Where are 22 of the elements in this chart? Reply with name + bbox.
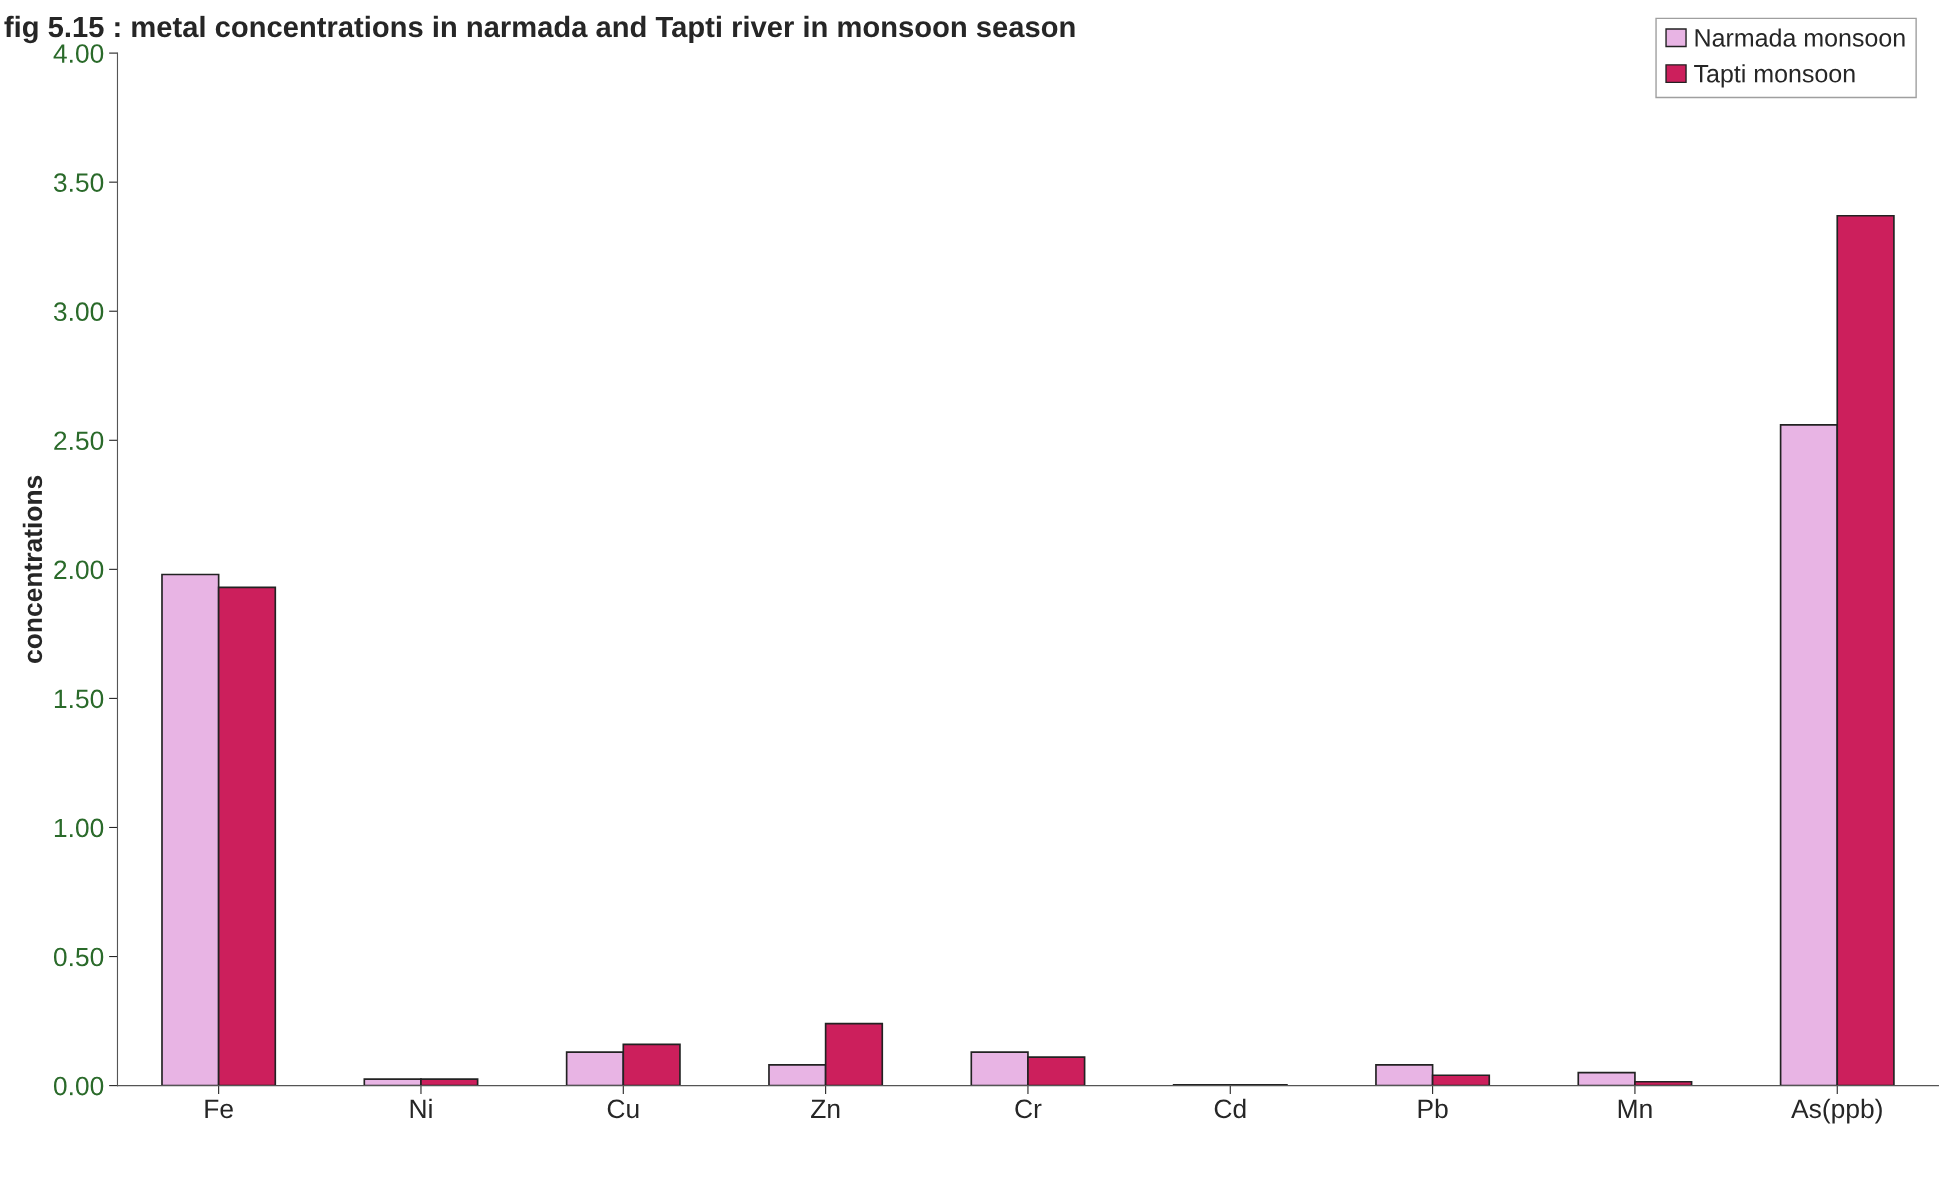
x-tick-label: Zn: [811, 1099, 840, 1118]
y-tick-label: 3.00: [53, 302, 104, 322]
x-tick-label: Fe: [205, 1099, 233, 1119]
x-tick-label: Cr: [1015, 1099, 1042, 1119]
y-tick-label: 0.50: [53, 947, 104, 967]
x-tick-label: Pb: [1418, 1098, 1448, 1119]
legend-label: Tapti monsoon: [1694, 64, 1855, 88]
x-tick-label: Ni: [410, 1098, 432, 1118]
y-tick-label: 2.00: [54, 560, 104, 580]
x-tick-label: As(ppb): [1791, 1098, 1882, 1124]
y-tick-label: 1.00: [54, 818, 104, 838]
y-tick-label: 1.50: [54, 689, 104, 709]
y-tick-label: 4.00: [53, 44, 104, 63]
x-tick-label: Cu: [607, 1099, 639, 1119]
y-tick-label: 0.00: [53, 1076, 104, 1096]
chart-title: fig 5.15 : metal concentrations in narmada and Tapti river in monsoon season: [4, 15, 1075, 44]
y-tick-label: 2.50: [54, 431, 104, 451]
legend-label: Narmada monsoon: [1695, 28, 1905, 47]
x-tick-label: Cd: [1214, 1098, 1246, 1119]
y-axis-title: concentrations: [22, 475, 43, 663]
y-tick-label: 3.50: [53, 173, 104, 192]
x-tick-label: Mn: [1618, 1099, 1652, 1118]
